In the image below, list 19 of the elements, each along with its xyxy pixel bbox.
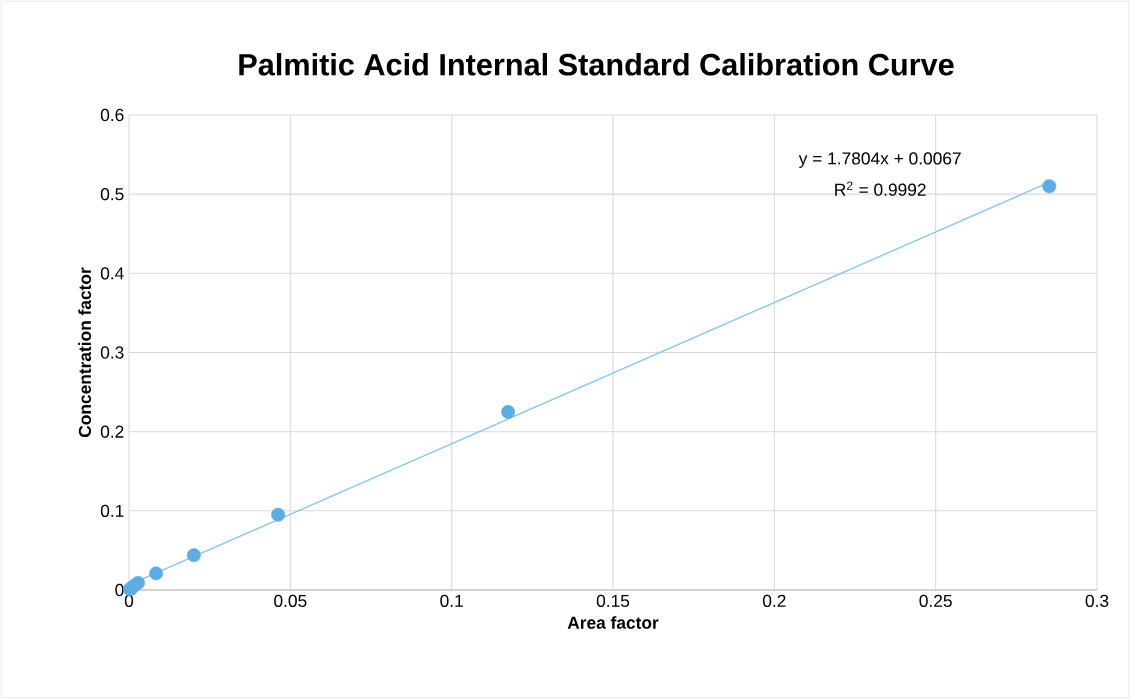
x-tick-label: 0.2 bbox=[762, 594, 786, 607]
x-tick-label: 0 bbox=[124, 594, 134, 607]
y-tick-label: 0.3 bbox=[100, 346, 124, 359]
y-tick-label: 0.4 bbox=[100, 267, 124, 280]
x-tick-label: 0.25 bbox=[919, 594, 952, 607]
x-tick-label: 0.1 bbox=[440, 594, 463, 607]
x-tick-label: 0.3 bbox=[1085, 594, 1109, 607]
x-tick-label: 0.05 bbox=[274, 594, 307, 607]
y-tick-label: 0.1 bbox=[100, 504, 124, 517]
y-tick-label: 0 bbox=[115, 583, 124, 597]
chart-title: Palmitic Acid Internal Standard Calibration Curve bbox=[239, 53, 954, 76]
x-axis-title: Area factor bbox=[567, 616, 659, 629]
y-tick-label: 0.6 bbox=[100, 108, 124, 122]
annotation: R$^{2}$ = 0.9992 bbox=[835, 181, 926, 196]
annotation: y = 1.7804x + 0.0067 bbox=[798, 152, 961, 168]
y-tick-label: 0.5 bbox=[100, 188, 124, 201]
x-tick-label: 0.15 bbox=[596, 594, 630, 607]
y-axis-title: Concentration factor bbox=[78, 267, 92, 438]
y-tick-label: 0.2 bbox=[100, 425, 124, 438]
